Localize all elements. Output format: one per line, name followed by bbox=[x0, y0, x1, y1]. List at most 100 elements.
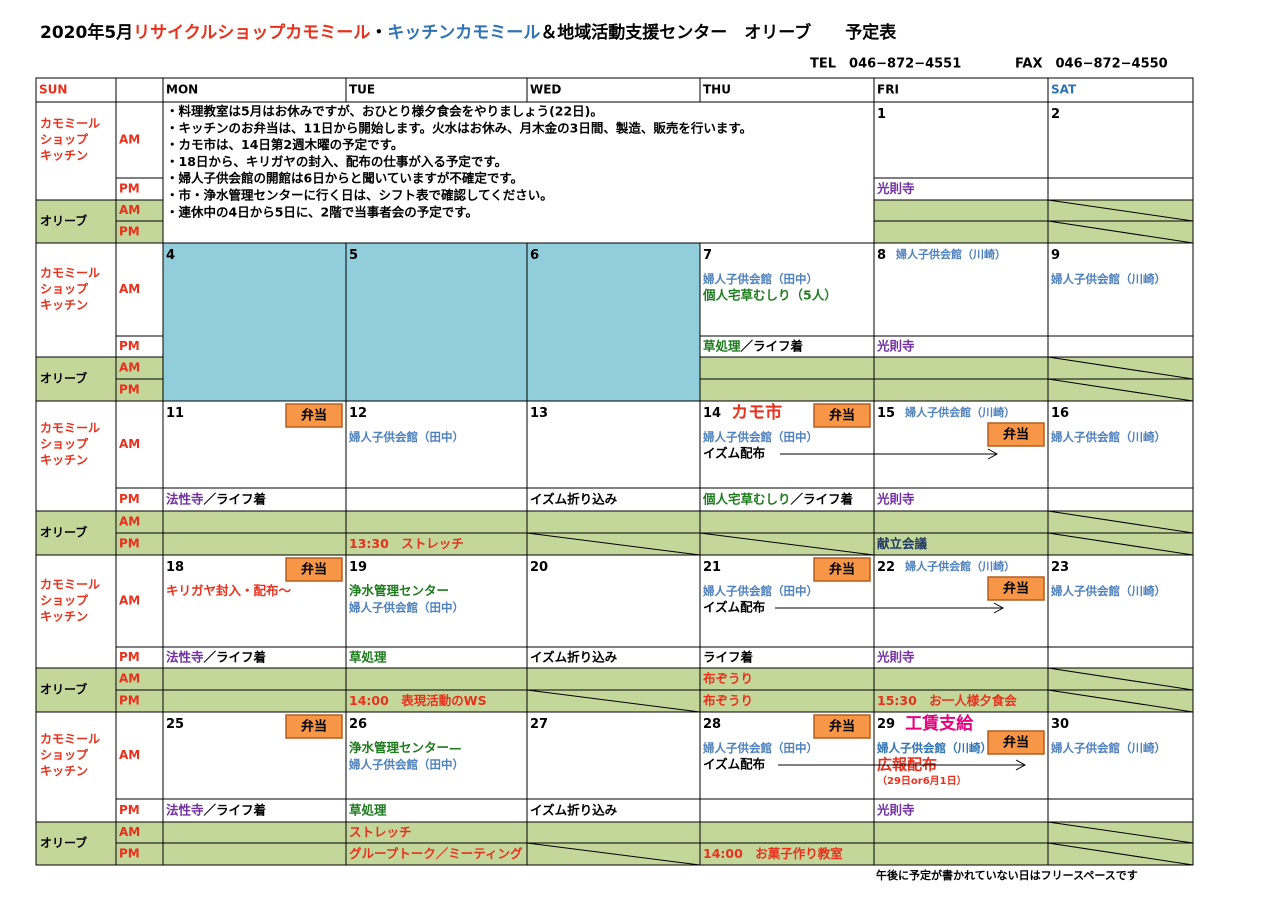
bento-label: 弁当 bbox=[301, 719, 327, 735]
cell bbox=[873, 554, 1049, 648]
cell bbox=[699, 356, 875, 380]
slot-label: AM bbox=[119, 748, 140, 762]
schedule-text: 婦人子供会館（田中） bbox=[348, 430, 464, 444]
schedule-text: 浄水管理センター bbox=[349, 583, 449, 598]
date-number: 2 bbox=[1051, 107, 1060, 122]
notes-box bbox=[162, 101, 875, 244]
bento-box bbox=[987, 422, 1045, 447]
schedule-line: 献立会議 bbox=[877, 536, 928, 551]
title-part: リサイクルショップカモミール bbox=[133, 22, 370, 43]
slot-label: AM bbox=[119, 672, 140, 686]
cell bbox=[526, 667, 701, 691]
cell bbox=[115, 77, 164, 103]
slot-label: PM bbox=[119, 650, 140, 664]
date: 27 bbox=[530, 717, 548, 732]
arrow-head bbox=[1015, 759, 1027, 771]
schedule-line: キリガヤ封入・配布～ bbox=[166, 583, 292, 598]
cell bbox=[1047, 101, 1194, 179]
schedule-line: 個人宅草むしり／ライフ着 bbox=[702, 491, 853, 506]
bento-label: 弁当 bbox=[829, 562, 855, 578]
date-number: 27 bbox=[530, 717, 548, 732]
schedule-line: 14:00 お菓子作り教室 bbox=[703, 846, 843, 861]
date-number: 23 bbox=[1051, 560, 1069, 575]
bento-label: 弁当 bbox=[829, 408, 855, 424]
date-note: カモ市 bbox=[731, 402, 782, 423]
schedule-line: イズム配布 bbox=[703, 756, 766, 771]
title-part: キッチンカモミール bbox=[387, 23, 540, 43]
schedule-line: イズム折り込み bbox=[530, 802, 618, 817]
cell bbox=[526, 510, 701, 534]
cell bbox=[345, 554, 528, 648]
slot-label: PM bbox=[119, 492, 140, 506]
cell bbox=[35, 510, 117, 556]
slot-label: AM bbox=[119, 133, 140, 147]
schedule-line: 光則寺 bbox=[876, 338, 915, 353]
cell bbox=[873, 220, 1049, 244]
day-header: SAT bbox=[1051, 83, 1077, 97]
bento-box bbox=[987, 730, 1045, 755]
diagonal bbox=[1047, 842, 1194, 866]
schedule-text: イズム配布 bbox=[703, 756, 766, 771]
schedule-text: 婦人子供会館（川崎） bbox=[876, 741, 992, 755]
cell bbox=[115, 400, 164, 489]
schedule-text: 婦人子供会館（田中） bbox=[702, 584, 818, 598]
date: 13 bbox=[530, 406, 548, 421]
date: 21 bbox=[703, 560, 721, 575]
date: 16 bbox=[1051, 406, 1069, 421]
slot-label: AM bbox=[119, 437, 140, 451]
schedule-line: グループトーク／ミーティング bbox=[349, 846, 523, 861]
cell bbox=[1047, 711, 1194, 800]
slot-label: AM bbox=[119, 515, 140, 529]
cell bbox=[35, 400, 117, 512]
schedule-text: 光則寺 bbox=[876, 181, 915, 196]
bento-box bbox=[813, 557, 871, 582]
schedule-text: 個人宅草むしり（5人） bbox=[702, 287, 837, 302]
cell bbox=[345, 400, 528, 489]
schedule-text: ／ライフ着 bbox=[204, 649, 267, 664]
schedule-text: 布ぞうり bbox=[703, 693, 753, 708]
date: 6 bbox=[530, 248, 539, 263]
cell bbox=[345, 510, 528, 534]
date: 7 bbox=[703, 248, 712, 263]
schedule-line: 浄水管理センター bbox=[349, 583, 449, 598]
row-label-shop: ショップ bbox=[40, 593, 89, 608]
fax: FAX 046−872−4550 bbox=[1015, 57, 1168, 72]
schedule-line: （29日or6月1日） bbox=[877, 774, 967, 787]
day-header: FRI bbox=[877, 83, 899, 97]
date-number: 7 bbox=[703, 248, 712, 263]
schedule-line: 浄水管理センター— bbox=[349, 740, 462, 755]
bento-box bbox=[285, 557, 343, 582]
cell bbox=[162, 532, 347, 556]
bento-box bbox=[813, 714, 871, 739]
date-number: 20 bbox=[530, 560, 548, 575]
date-number: 5 bbox=[349, 248, 358, 263]
date-number: 28 bbox=[703, 717, 721, 732]
schedule-text: 婦人子供会館（川崎） bbox=[1050, 272, 1166, 286]
schedule-line: 婦人子供会館（田中） bbox=[348, 430, 464, 444]
cell bbox=[873, 711, 1049, 800]
day-header: SUN bbox=[39, 83, 67, 97]
date: 12 bbox=[349, 406, 367, 421]
note-line: ・市・浄水管理センターに行く日は、シフト表で確認してください。 bbox=[166, 188, 553, 203]
row-label-shop: ショップ bbox=[40, 436, 89, 451]
date-number: 12 bbox=[349, 406, 367, 421]
schedule-text: 法性寺 bbox=[166, 649, 204, 664]
slot-label: PM bbox=[119, 803, 140, 817]
date-number: 25 bbox=[166, 717, 184, 732]
date: 11 bbox=[166, 406, 184, 421]
diagonal bbox=[1047, 510, 1194, 534]
schedule-text: 13:30 ストレッチ bbox=[349, 536, 464, 551]
date-number: 11 bbox=[166, 406, 184, 421]
schedule-line: イズム配布 bbox=[703, 599, 766, 614]
cell bbox=[35, 554, 117, 669]
diagonal bbox=[1047, 356, 1194, 380]
row-label-shop: キッチン bbox=[40, 764, 88, 778]
cell bbox=[1047, 646, 1194, 669]
row-label-shop: ショップ bbox=[40, 281, 89, 296]
diagonal bbox=[1047, 821, 1194, 844]
schedule-text: 14:00 表現活動のWS bbox=[349, 693, 487, 708]
cell bbox=[873, 842, 1049, 866]
title-part: ・ bbox=[370, 23, 387, 43]
diagonal bbox=[1047, 667, 1194, 691]
